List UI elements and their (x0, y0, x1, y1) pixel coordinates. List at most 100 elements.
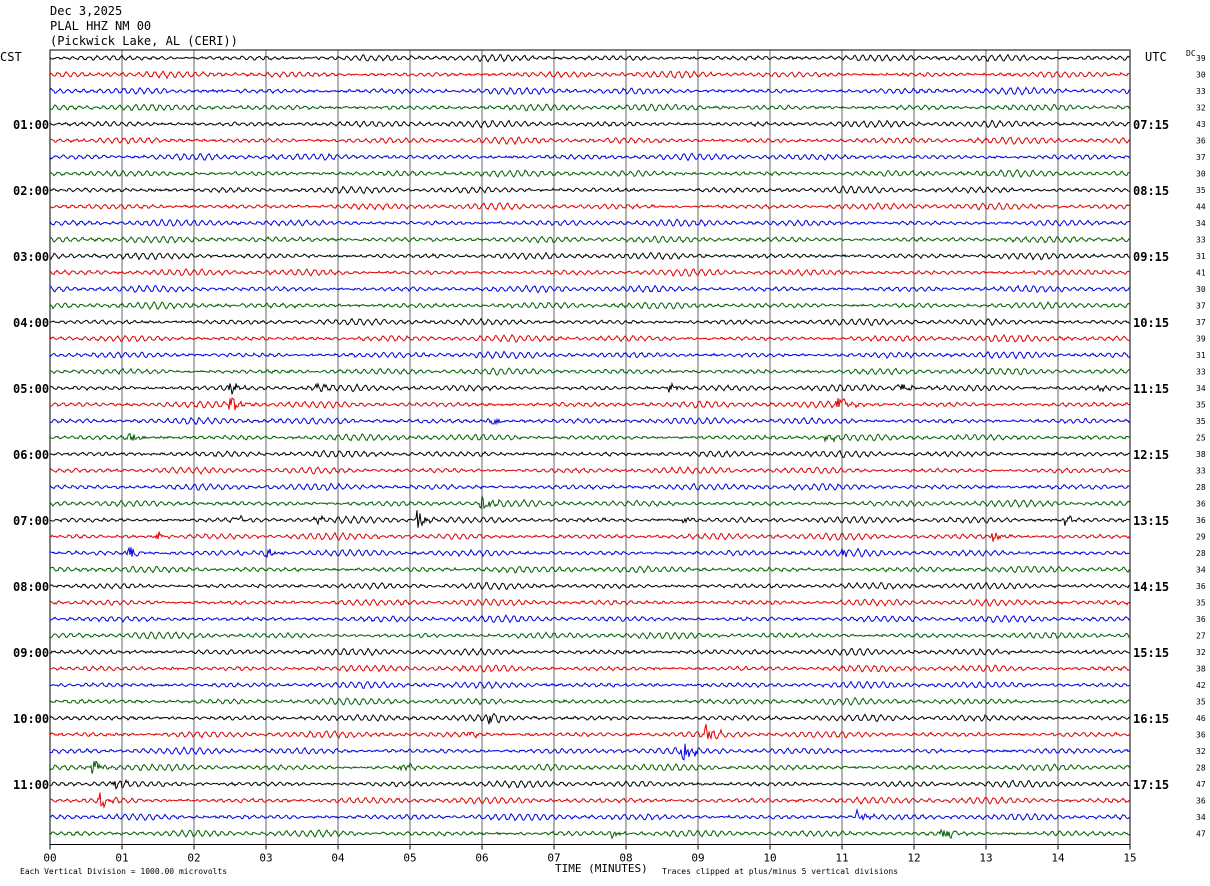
trace-line (49, 449, 1131, 458)
x-tick-label: 02 (187, 852, 200, 865)
right-time-label: 15:15 (1133, 646, 1169, 660)
left-time-label: 09:00 (13, 646, 49, 660)
dc-offset-label: 47 (1196, 780, 1206, 789)
x-tick-label: 00 (43, 852, 56, 865)
trace-line (49, 724, 1131, 741)
trace-line (49, 531, 1131, 542)
right-time-label: 11:15 (1133, 382, 1169, 396)
x-tick-label: 13 (979, 852, 992, 865)
dc-offset-label: 38 (1196, 450, 1206, 459)
dc-offset-label: 33 (1196, 87, 1206, 96)
dc-offset-label: 29 (1196, 533, 1206, 542)
trace-line (49, 136, 1131, 146)
clip-note: Traces clipped at plus/minus 5 vertical … (662, 867, 899, 876)
dc-offset-label: 37 (1196, 153, 1206, 162)
station-location: (Pickwick Lake, AL (CERI)) (50, 34, 238, 48)
trace-line (49, 696, 1131, 706)
plot-date: Dec 3,2025 (50, 4, 123, 18)
dc-offset-label: 32 (1196, 747, 1206, 756)
dc-offset-label: 34 (1196, 813, 1206, 822)
trace-line (49, 103, 1131, 112)
dc-offset-label: 30 (1196, 170, 1206, 179)
dc-offset-label: 35 (1196, 417, 1206, 426)
left-time-label: 07:00 (13, 514, 49, 528)
trace-line (49, 251, 1131, 261)
trace-line (49, 416, 1131, 426)
x-tick-label: 09 (691, 852, 704, 865)
dc-offset-label: 36 (1196, 500, 1206, 509)
trace-line (49, 482, 1131, 492)
trace-line (49, 760, 1131, 774)
trace-line (49, 598, 1131, 608)
trace-line (49, 317, 1130, 327)
dc-offset-label: 35 (1196, 599, 1206, 608)
right-time-label: 08:15 (1133, 184, 1169, 198)
trace-line (50, 201, 1131, 211)
right-time-label: 07:15 (1133, 118, 1169, 132)
left-time-label: 10:00 (13, 712, 49, 726)
trace-line (49, 185, 1131, 195)
dc-offset-label: 36 (1196, 516, 1206, 525)
dc-offset-label: 39 (1196, 54, 1206, 63)
dc-offset-label: 30 (1196, 285, 1206, 294)
trace-line (49, 808, 1131, 822)
dc-offset-label: 28 (1196, 549, 1206, 558)
trace-line (49, 119, 1131, 129)
trace-line (49, 712, 1131, 725)
dc-offset-label: 28 (1196, 764, 1206, 773)
left-time-label: 05:00 (13, 382, 49, 396)
left-time-label: 11:00 (13, 778, 49, 792)
trace-line (49, 169, 1131, 179)
dc-offset-label: 31 (1196, 351, 1206, 360)
dc-offset-label: 33 (1196, 236, 1206, 245)
trace-line (49, 792, 1131, 809)
right-time-label: 14:15 (1133, 580, 1169, 594)
dc-offset-label: 35 (1196, 186, 1206, 195)
trace-line (49, 284, 1131, 294)
trace-line (49, 614, 1131, 624)
x-tick-label: 10 (763, 852, 776, 865)
x-tick-label: 05 (403, 852, 416, 865)
trace-line (49, 495, 1131, 510)
dc-offset-label: 32 (1196, 648, 1206, 657)
dc-offset-label: 35 (1196, 401, 1206, 410)
dc-offset-label: 33 (1196, 467, 1206, 476)
left-time-label: 04:00 (13, 316, 49, 330)
left-time-label: 03:00 (13, 250, 49, 264)
right-time-label: 16:15 (1133, 712, 1169, 726)
trace-line (49, 397, 1131, 411)
trace-line (49, 680, 1131, 690)
right-time-label: 09:15 (1133, 250, 1169, 264)
dc-offset-label: 47 (1196, 830, 1206, 839)
dc-offset-label: 34 (1196, 566, 1206, 575)
trace-line (49, 647, 1131, 657)
x-tick-label: 04 (331, 852, 345, 865)
right-time-label: 17:15 (1133, 778, 1169, 792)
x-tick-label: 07 (547, 852, 560, 865)
right-time-label: 12:15 (1133, 448, 1169, 462)
dc-offset-label: 32 (1196, 104, 1206, 113)
dc-offset-header: DC (1186, 49, 1196, 58)
dc-offset-label: 30 (1196, 71, 1206, 80)
left-time-label: 02:00 (13, 184, 49, 198)
x-tick-label: 01 (115, 852, 128, 865)
left-time-label: 06:00 (13, 448, 49, 462)
trace-line (49, 432, 1131, 444)
right-time-label: 10:15 (1133, 316, 1169, 330)
trace-line (49, 778, 1131, 790)
x-tick-label: 12 (907, 852, 920, 865)
x-tick-label: 08 (619, 852, 632, 865)
x-tick-label: 03 (259, 852, 272, 865)
trace-line (49, 743, 1131, 761)
trace-line (49, 828, 1131, 840)
trace-line (49, 86, 1131, 96)
x-tick-label: 14 (1051, 852, 1065, 865)
dc-offset-label: 28 (1196, 483, 1206, 492)
dc-offset-label: 34 (1196, 384, 1206, 393)
left-timezone-label: CST (0, 50, 22, 64)
trace-line (49, 218, 1131, 228)
plot-frame (49, 49, 1131, 845)
dc-offset-label: 39 (1196, 335, 1206, 344)
trace-line (49, 268, 1131, 277)
